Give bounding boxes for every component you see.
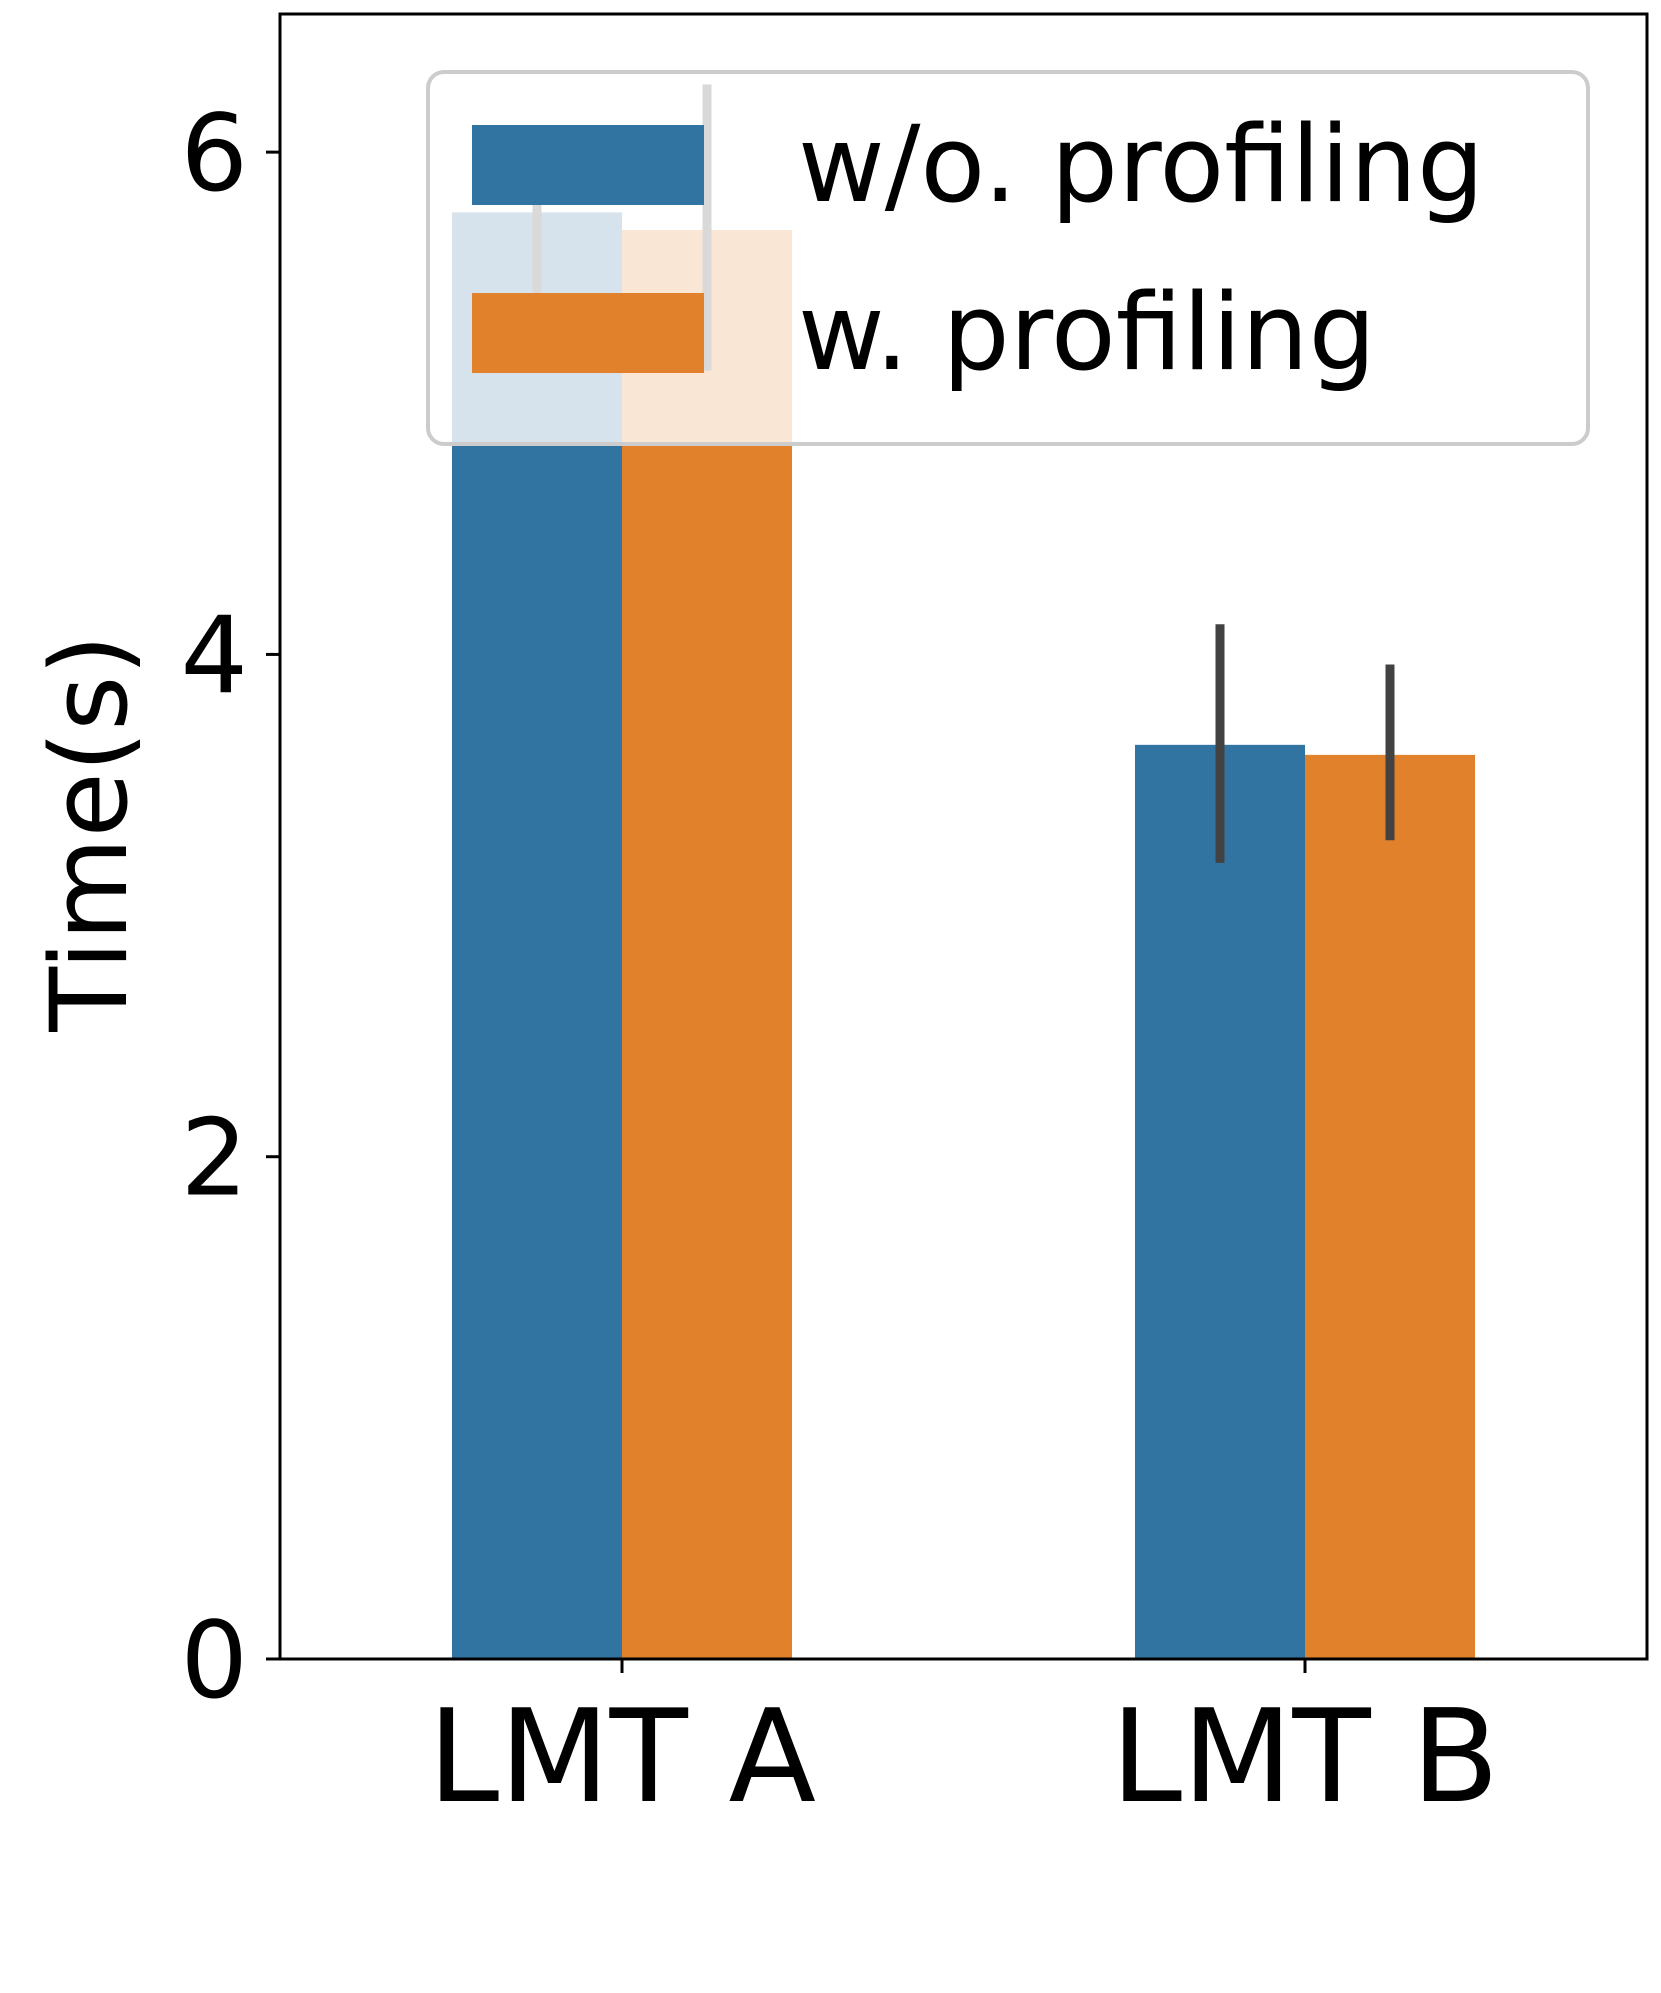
y-tick-label: 0 bbox=[181, 1599, 248, 1722]
y-tick-label: 6 bbox=[181, 92, 248, 215]
x-tick-label: LMT B bbox=[1111, 1683, 1499, 1832]
bars-layer bbox=[452, 212, 1475, 1660]
legend: w/o. profiling w. profiling bbox=[426, 70, 1590, 446]
bar-w-profiling-lmt-b bbox=[1305, 754, 1475, 1659]
y-axis-label: Time(s) bbox=[28, 634, 151, 1032]
y-tick-label: 4 bbox=[181, 594, 248, 717]
bar-w-profiling-lmt-a bbox=[622, 229, 792, 1659]
legend-label: w. profiling bbox=[798, 271, 1376, 394]
y-tick-label: 2 bbox=[181, 1097, 248, 1220]
bar-w-o-profiling-lmt-b bbox=[1135, 744, 1305, 1659]
bar-w-o-profiling-lmt-a bbox=[452, 212, 622, 1660]
plot-frame bbox=[278, 12, 1649, 1661]
legend-label: w/o. profiling bbox=[798, 103, 1484, 226]
legend-swatch bbox=[472, 293, 704, 373]
legend-box bbox=[426, 70, 1590, 446]
axes-layer: 0 2 4 6 LMT A LMT B bbox=[181, 12, 1649, 1832]
legend-swatch bbox=[472, 125, 704, 205]
x-tick-label: LMT A bbox=[428, 1683, 816, 1832]
